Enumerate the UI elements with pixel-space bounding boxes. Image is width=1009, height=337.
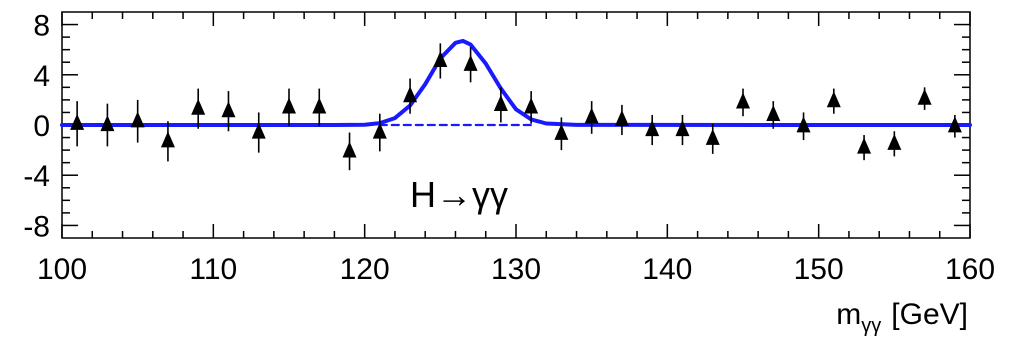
- data-point: [947, 116, 962, 133]
- data-point: [675, 120, 690, 137]
- data-point: [463, 54, 478, 71]
- data-point: [705, 128, 720, 145]
- fit-curves: [60, 38, 972, 127]
- data-point: [614, 110, 629, 127]
- data-point: [493, 94, 508, 111]
- x-tick-label: 110: [189, 253, 237, 286]
- x-tick-label: 120: [340, 253, 390, 286]
- data-point: [221, 101, 236, 118]
- data-point: [887, 133, 902, 150]
- data-points: [70, 43, 962, 171]
- data-point: [917, 88, 932, 105]
- data-point: [796, 116, 811, 133]
- fit-curve-line: [60, 38, 972, 127]
- data-point: [403, 86, 418, 103]
- data-point: [100, 115, 115, 132]
- y-tick-label: -8: [23, 210, 50, 243]
- data-point: [766, 105, 781, 122]
- tick-labels: 100 110 120 130 140 150 160 8 4 0 -4 -8: [23, 10, 995, 286]
- data-point: [342, 141, 357, 158]
- data-point: [191, 98, 206, 115]
- axis-ticks: [61, 12, 971, 238]
- y-tick-label: -4: [23, 160, 50, 193]
- x-tick-label: 100: [37, 253, 87, 286]
- y-tick-label: 0: [33, 110, 50, 143]
- x-axis-label-unit: [GeV]: [891, 298, 968, 331]
- data-point: [282, 97, 296, 114]
- y-tick-label: 4: [33, 60, 50, 93]
- data-point: [312, 97, 327, 114]
- x-tick-label: 150: [794, 253, 844, 286]
- x-tick-label: 140: [642, 253, 692, 286]
- data-point: [584, 107, 599, 124]
- data-point: [160, 131, 175, 148]
- data-point: [251, 122, 266, 139]
- data-point: [70, 113, 85, 130]
- data-point: [433, 51, 448, 68]
- data-point: [130, 111, 145, 128]
- x-axis-label-subscript: γγ: [861, 315, 881, 337]
- y-tick-label: 8: [33, 10, 50, 43]
- data-point: [826, 91, 841, 108]
- data-point: [524, 97, 539, 114]
- data-point: [736, 92, 750, 109]
- data-point: [372, 122, 387, 139]
- data-point: [857, 137, 872, 154]
- x-tick-label: 130: [491, 253, 541, 286]
- data-point: [645, 120, 660, 137]
- x-axis-label: mγγ [GeV]: [836, 298, 968, 337]
- chart-annotation: H→γγ: [410, 174, 508, 215]
- data-point: [554, 123, 569, 140]
- x-axis-label-main: m: [836, 298, 861, 331]
- x-tick-label: 160: [945, 253, 995, 286]
